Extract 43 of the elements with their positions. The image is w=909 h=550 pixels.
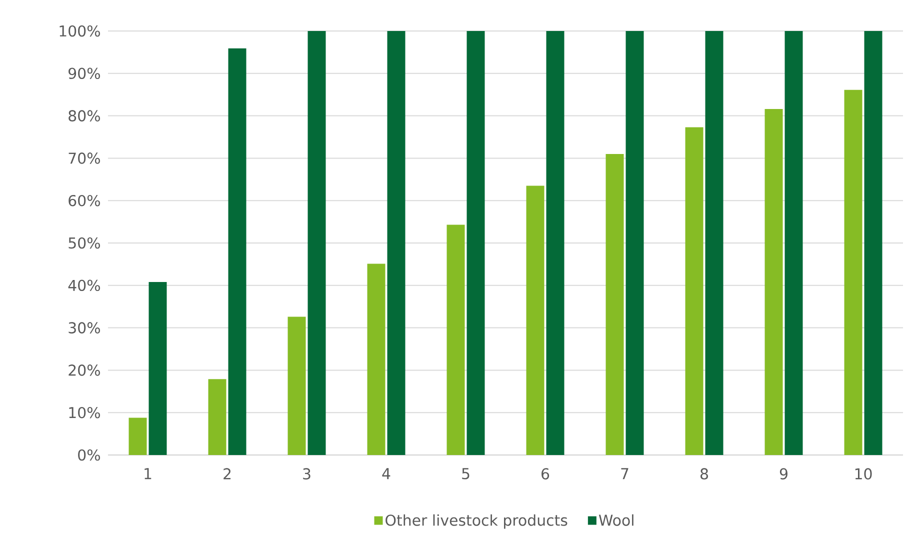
bar [128, 418, 147, 455]
y-tick-label: 10% [69, 406, 100, 418]
bar [446, 224, 465, 455]
bar [546, 30, 564, 455]
x-tick-label: 4 [382, 468, 390, 480]
x-tick-label: 3 [303, 468, 310, 480]
legend-label: Other livestock products [386, 514, 568, 529]
x-tick-label: 9 [780, 468, 788, 480]
y-tick-label: 60% [68, 194, 100, 206]
bar [387, 30, 406, 455]
x-tick-label: 6 [542, 468, 550, 480]
x-tick-label: 8 [700, 468, 708, 480]
bar [308, 30, 326, 455]
y-tick-label: 80% [68, 110, 100, 122]
bar [705, 30, 724, 455]
y-tick-label: 100% [60, 25, 100, 37]
bar [626, 30, 644, 455]
y-tick-label: 90% [68, 68, 100, 80]
bar [606, 154, 624, 455]
bar [228, 48, 246, 455]
bar [844, 90, 862, 455]
x-tick-label: 7 [621, 468, 628, 480]
y-tick-label: 0% [78, 449, 100, 461]
bar [367, 264, 386, 455]
bar [208, 379, 226, 455]
bar [864, 30, 882, 455]
bar [526, 186, 544, 455]
y-tick-label: 40% [68, 280, 100, 292]
x-tick-label: 2 [224, 468, 231, 480]
y-tick-label: 50% [68, 237, 100, 249]
bar [764, 109, 783, 455]
x-tick-label: 1 [144, 468, 152, 480]
bar [288, 316, 306, 455]
bar [466, 30, 485, 455]
bar [685, 127, 704, 455]
x-tick-label: 5 [462, 468, 470, 480]
y-tick-label: 20% [68, 364, 100, 376]
legend-label: Wool [598, 514, 634, 526]
y-tick-label: 70% [68, 152, 100, 164]
bar [148, 282, 167, 455]
y-tick-label: 30% [68, 322, 100, 334]
x-tick-label: 10 [855, 468, 872, 480]
bar [784, 30, 803, 455]
